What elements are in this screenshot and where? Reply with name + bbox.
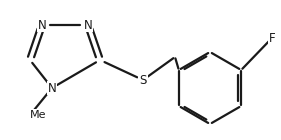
- Text: F: F: [269, 32, 275, 45]
- Text: Me: Me: [30, 110, 46, 120]
- Text: N: N: [38, 18, 46, 32]
- Text: N: N: [84, 18, 92, 32]
- Text: N: N: [47, 81, 56, 94]
- Text: S: S: [139, 74, 147, 87]
